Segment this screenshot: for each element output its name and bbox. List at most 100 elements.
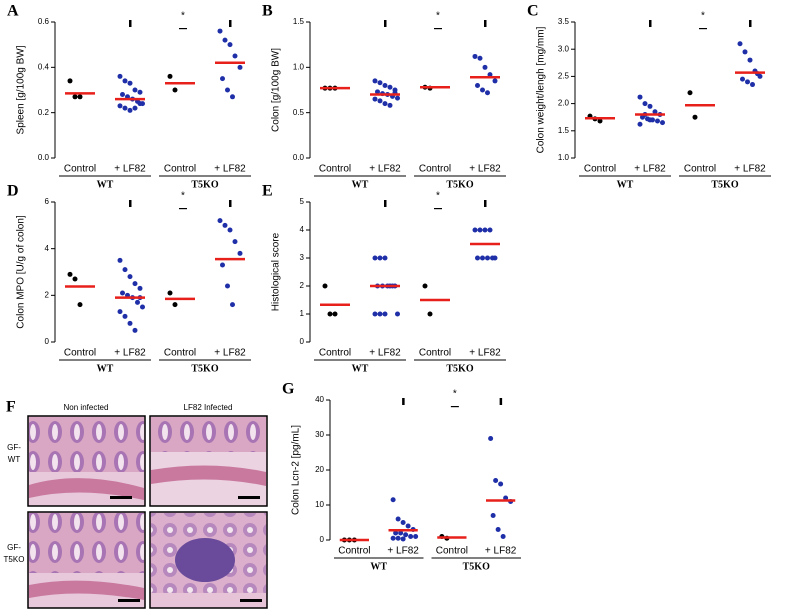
data-point: [137, 285, 143, 291]
panel-letter: A: [7, 3, 19, 20]
data-point: [227, 42, 233, 48]
data-point: [372, 78, 378, 84]
chart-panel: B Colon [g/100g BW] 0.0 0.5 1.0 1.5 Control + L…: [262, 3, 506, 190]
data-point: [745, 79, 750, 85]
significance-mark: [229, 200, 232, 207]
data-point: [660, 120, 665, 126]
data-point: [375, 89, 380, 95]
x-tick-label: + LF82: [734, 164, 766, 175]
x-tick-label: Control: [419, 348, 451, 359]
data-point: [67, 271, 73, 277]
data-point: [172, 302, 178, 308]
data-point: [230, 302, 235, 308]
y-tick-label: 0.0: [38, 153, 50, 162]
significance-mark: [129, 20, 132, 27]
micrograph: [27, 415, 146, 507]
data-point: [217, 218, 223, 224]
y-axis-label: Colon MPO [U/g of colon]: [16, 215, 27, 329]
significance-label: *: [436, 11, 440, 22]
data-point: [122, 105, 128, 111]
data-point: [413, 534, 419, 539]
data-point: [237, 250, 243, 256]
x-tick-label: + LF82: [634, 164, 666, 175]
significance-label: *: [181, 191, 185, 202]
significance-mark: [434, 28, 442, 30]
significance-mark: [384, 20, 387, 27]
y-axis-label: Histological score: [271, 232, 282, 311]
y-tick-label: 3: [300, 253, 305, 262]
y-tick-label: 30: [315, 430, 324, 439]
data-point: [127, 107, 133, 113]
data-point: [377, 311, 383, 317]
y-tick-label: 20: [315, 465, 324, 474]
group-label: T5KO: [191, 179, 218, 190]
chart-panel: G Colon Lcn-2 [pg/mL] 0 10 20 30 40 Control + LF…: [282, 381, 521, 572]
y-tick-label: 40: [315, 395, 324, 404]
data-point: [132, 105, 138, 111]
data-point: [492, 78, 498, 84]
data-point: [750, 82, 755, 88]
micrograph: [27, 511, 146, 609]
data-point: [72, 276, 78, 282]
micrograph: [149, 511, 268, 609]
data-point: [422, 283, 428, 289]
panel-letter: C: [527, 3, 539, 20]
significance-mark: [179, 208, 187, 210]
y-tick-label: 1.0: [293, 62, 305, 71]
data-point: [485, 90, 490, 96]
group-label: WT: [352, 363, 369, 374]
x-tick-label: + LF82: [214, 348, 246, 359]
y-tick-label: 0.6: [38, 17, 50, 26]
significance-mark: [749, 20, 752, 27]
data-point: [237, 64, 243, 70]
y-tick-label: 0.2: [38, 108, 50, 117]
x-tick-label: + LF82: [114, 348, 146, 359]
significance-mark: [384, 200, 387, 207]
chart-panel: A Spleen [g/100g BW] 0.0 0.2 0.4 0.6 Control + …: [7, 3, 251, 190]
x-tick-label: Control: [684, 164, 716, 175]
data-point: [225, 283, 230, 289]
data-point: [382, 255, 388, 261]
data-point: [485, 255, 490, 261]
data-point: [472, 227, 478, 233]
data-point: [77, 94, 83, 100]
x-tick-label: + LF82: [214, 164, 246, 175]
data-point: [132, 281, 138, 287]
data-point: [225, 87, 230, 93]
significance-mark: [484, 20, 487, 27]
data-point: [327, 311, 333, 317]
data-point: [390, 497, 396, 503]
data-point: [488, 436, 494, 441]
y-tick-label: 1.5: [558, 126, 570, 135]
y-tick-label: 0.4: [38, 62, 50, 71]
y-axis-label: Colon weight/lengh [mg/mm]: [536, 26, 547, 153]
significance-mark: [484, 200, 487, 207]
x-tick-label: Control: [584, 164, 616, 175]
data-point: [395, 95, 400, 101]
data-point: [747, 57, 753, 63]
significance-mark: [402, 398, 405, 405]
data-point: [487, 72, 493, 78]
data-point: [172, 87, 178, 93]
data-point: [692, 114, 698, 120]
row-label: T5KO: [4, 555, 25, 564]
data-point: [482, 64, 488, 70]
panel-letter: E: [262, 183, 273, 200]
data-point: [77, 302, 83, 308]
data-point: [117, 309, 123, 315]
data-point: [472, 53, 478, 59]
data-point: [137, 89, 143, 95]
x-tick-label: + LF82: [469, 348, 501, 359]
data-point: [377, 98, 383, 104]
x-tick-label: + LF82: [369, 348, 401, 359]
significance-mark: [434, 208, 442, 210]
data-point: [400, 520, 406, 525]
data-point: [230, 94, 235, 100]
y-tick-label: 2.5: [558, 72, 570, 81]
column-label: LF82 Infected: [184, 403, 233, 412]
data-point: [480, 255, 485, 261]
data-point: [72, 94, 78, 100]
group-label: T5KO: [463, 561, 490, 572]
panel-letter: F: [6, 399, 16, 416]
